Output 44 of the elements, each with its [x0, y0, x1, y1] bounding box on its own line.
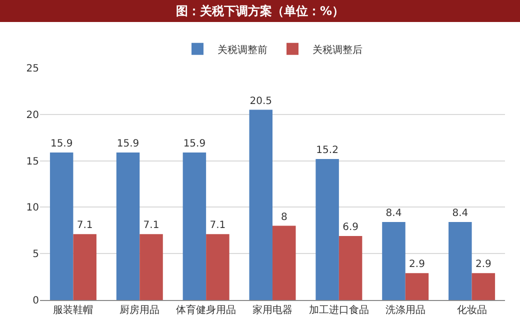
chart-title: 图：关税下调方案（单位：%）: [0, 0, 520, 22]
data-label: 15.9: [50, 138, 73, 150]
bar: [50, 152, 74, 300]
legend-label: 关税调整后: [312, 44, 362, 56]
bar: [382, 222, 406, 300]
data-label: 7.1: [210, 220, 226, 232]
x-tick-label: 家用电器: [252, 304, 292, 316]
data-label: 8: [280, 212, 288, 223]
bar: [338, 236, 362, 300]
bar: [116, 152, 140, 300]
y-tick-label: 10: [26, 202, 39, 214]
x-tick-label: 化妆品: [456, 304, 487, 316]
bar: [73, 234, 96, 300]
y-tick-label: 20: [26, 110, 39, 121]
data-label: 20.5: [250, 96, 272, 107]
bar: [206, 234, 230, 300]
data-label: 2.9: [475, 259, 492, 270]
bar: [405, 273, 429, 300]
y-tick-label: 5: [32, 249, 39, 260]
data-label: 6.9: [342, 222, 359, 233]
bar: [272, 226, 296, 300]
x-tick-label: 厨房用品: [120, 304, 160, 316]
y-tick-label: 0: [32, 296, 39, 306]
data-label: 7.1: [76, 220, 93, 232]
x-tick-label: 加工进口食品: [308, 304, 369, 316]
data-label: 7.1: [143, 220, 160, 232]
data-label: 15.9: [183, 138, 206, 150]
x-tick-label: 服装鞋帽: [53, 304, 94, 316]
data-label: 8.4: [386, 208, 402, 220]
data-label: 8.4: [452, 208, 468, 220]
bar: [249, 110, 272, 300]
x-tick-label: 洗涤用品: [385, 304, 426, 316]
bar: [448, 222, 472, 300]
bar: [140, 234, 163, 300]
data-label: 15.2: [316, 144, 338, 156]
bar: [316, 158, 339, 300]
x-tick-label: 体育健身用品: [176, 304, 236, 316]
bar: [182, 152, 206, 300]
y-tick-label: 15: [26, 156, 39, 168]
data-label: 2.9: [409, 259, 425, 270]
y-tick-label: 25: [26, 64, 39, 74]
bar: [472, 273, 496, 300]
legend-label: 关税调整前: [218, 44, 268, 56]
data-label: 15.9: [116, 138, 140, 150]
